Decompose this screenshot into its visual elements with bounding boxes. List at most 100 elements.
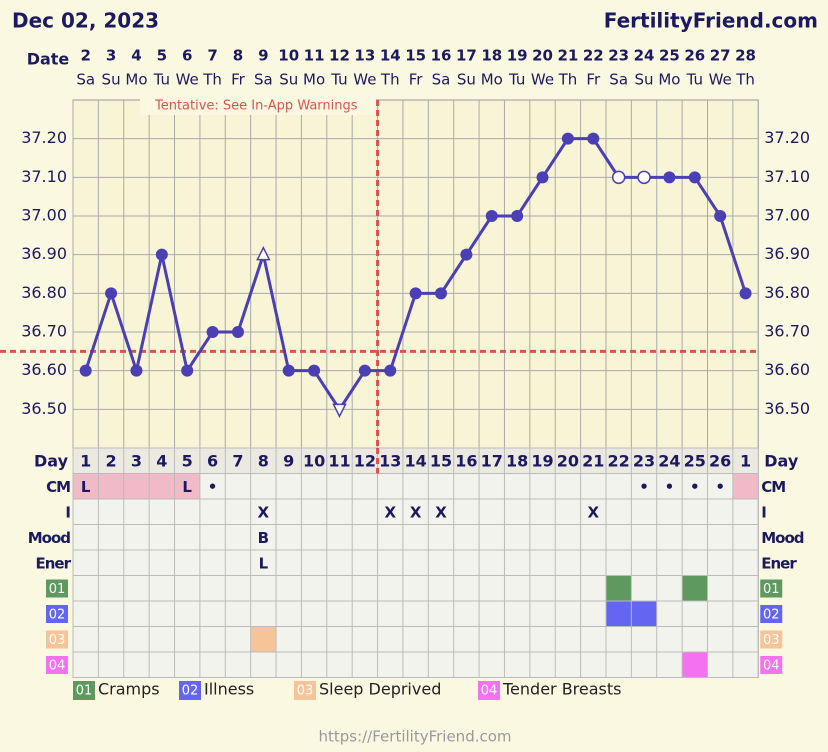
y-tick-label: 36.70 [21,322,67,341]
cycle-day: 23 [633,451,655,470]
date-label: 24 [634,47,655,65]
temperature-point [587,132,600,145]
date-label: 28 [735,47,756,65]
date-label: 23 [608,47,629,65]
y-tick-label: 36.60 [21,360,67,379]
y-tick-label-right: 36.90 [764,244,810,263]
weekday-label: Su [635,71,654,89]
date-label: 10 [278,47,299,65]
cycle-day: 1 [740,451,751,470]
cell-entry: • [665,478,675,496]
symptom-code-right-box [760,605,783,623]
legend-label: Sleep Deprived [319,680,441,699]
cycle-day: 4 [156,451,167,470]
date-label: 9 [258,47,268,65]
symptom-code-right-box [760,656,783,674]
x-axis-label: Date [27,50,70,69]
y-tick-label-right: 36.70 [764,322,810,341]
symptom-code: 01 [49,582,66,597]
cycle-day: 24 [658,451,680,470]
weekday-label: Th [558,71,578,89]
symptom-code-box [46,656,68,674]
temperature-point [460,248,473,261]
shaded-cell [149,473,175,499]
cycle-day: 5 [182,451,193,470]
date-label: 6 [182,47,192,65]
legend-code: 02 [182,684,199,699]
y-tick-label: 36.90 [21,244,67,263]
cell-entry: X [258,503,270,521]
cycle-day: 3 [131,451,142,470]
weekday-label: Fr [231,71,246,89]
temperature-point [511,210,524,222]
y-tick-label: 37.00 [21,206,67,225]
temperature-point [739,287,752,300]
symptom-code-right-box [760,579,783,598]
symptom-code-right-box [760,630,783,649]
cycle-day: 22 [608,451,630,470]
weekday-label: Tu [686,71,703,89]
footer-url: https://FertilityFriend.com [318,728,511,746]
temperature-point [688,171,701,184]
temperature-point [435,287,448,300]
temperature-point [663,171,676,184]
row-label: Mood [28,529,71,547]
temperature-point [714,210,727,222]
legend-label: Tender Breasts [502,680,622,699]
cell-entry: • [715,478,725,496]
plot-area [72,99,759,449]
date-label: 19 [507,47,528,65]
row-label: Day [34,451,69,470]
temperature-point [611,170,626,185]
symptom-code-box [46,630,68,649]
temperature-point [308,364,321,377]
date-label: 26 [684,47,705,65]
shaded-cell [98,473,124,499]
temperature-point [256,245,271,261]
row-label: CM [46,478,70,496]
temperature-point [206,326,219,338]
y-tick-label-right: 36.80 [764,283,810,302]
date-label: 17 [456,47,477,65]
y-tick-label-right: 36.50 [764,399,810,418]
cell-entry: • [208,478,218,496]
temperature-point [536,171,549,184]
cycle-day: 14 [404,451,426,470]
symptom-code: 04 [49,658,66,673]
row-label-right: Day [764,451,799,470]
weekday-label: Sa [254,71,273,89]
cell-entry: L [81,478,91,496]
weekday-label: Th [735,71,755,89]
legend-code: 03 [297,684,314,699]
annotation-bg [140,97,376,115]
y-tick-label-right: 37.20 [764,128,810,147]
row-label-right: Ener [761,554,797,572]
weekday-label: Fr [586,71,601,89]
symptom-code-right: 03 [763,633,780,648]
row-label-right: Mood [761,529,804,547]
y-tick-label: 36.50 [21,399,67,418]
shaded-cell [174,473,200,499]
cell-entry: X [410,503,422,521]
weekday-label: Th [202,71,222,89]
temperature-point [561,132,574,145]
legend-label: Cramps [98,680,160,699]
shaded-cell [123,473,150,499]
legend-label: Illness [204,680,254,699]
date-label: 18 [481,47,502,65]
date-label: 22 [583,47,604,65]
legend-code: 04 [481,684,498,699]
cycle-day: 1 [80,451,91,470]
cycle-day: 18 [506,451,528,470]
date-label: 7 [207,47,217,65]
weekday-label: Mo [125,71,147,89]
cell-entry: X [435,503,447,521]
y-tick-label-right: 37.00 [764,206,810,225]
temperature-point [231,326,244,338]
site-name: FertilityFriend.com [604,9,818,33]
weekday-label: Mo [658,71,680,89]
cycle-day: 16 [455,451,477,470]
weekday-label: Tu [153,71,170,89]
temperature-point [79,364,92,377]
weekday-label: Tu [508,71,525,89]
